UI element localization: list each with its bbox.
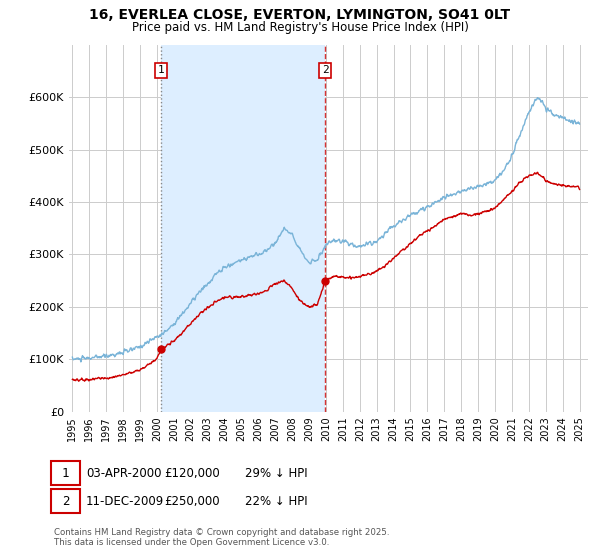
Text: 2: 2 [62,494,69,508]
Text: 22% ↓ HPI: 22% ↓ HPI [245,494,307,508]
Text: £120,000: £120,000 [164,466,220,480]
Text: 03-APR-2000: 03-APR-2000 [86,466,161,480]
Text: 1: 1 [158,66,164,76]
Text: 11-DEC-2009: 11-DEC-2009 [86,494,164,508]
Text: 1: 1 [62,466,69,480]
Text: 29% ↓ HPI: 29% ↓ HPI [245,466,307,480]
Text: 16, EVERLEA CLOSE, EVERTON, LYMINGTON, SO41 0LT: 16, EVERLEA CLOSE, EVERTON, LYMINGTON, S… [89,8,511,22]
Text: 2: 2 [322,66,328,76]
Text: £250,000: £250,000 [164,494,220,508]
Bar [161,45,325,412]
Text: Price paid vs. HM Land Registry's House Price Index (HPI): Price paid vs. HM Land Registry's House … [131,21,469,34]
Text: Contains HM Land Registry data © Crown copyright and database right 2025.
This d: Contains HM Land Registry data © Crown c… [54,528,389,547]
